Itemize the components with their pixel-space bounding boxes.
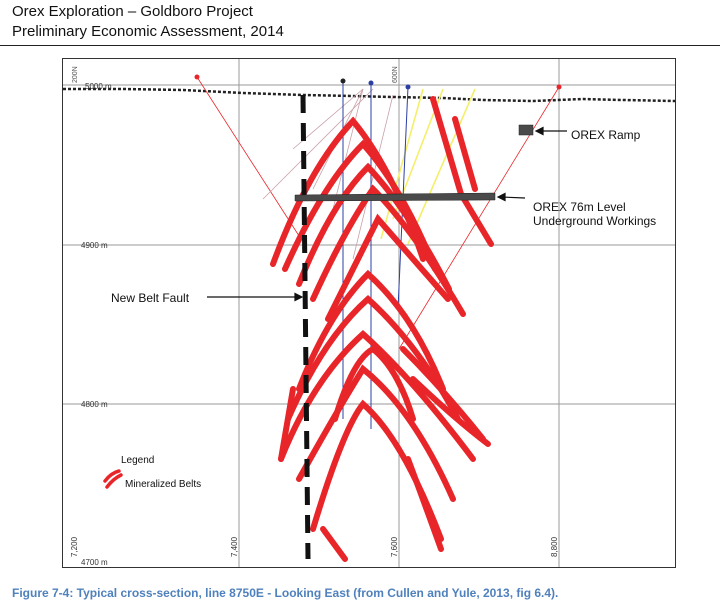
orex-level-label-line1: OREX 76m Level xyxy=(533,200,626,214)
collar-marker xyxy=(368,80,374,86)
cross-section-figure: 5000 m 4900 m 4800 m 4700 m 7,200 7,400 … xyxy=(62,58,676,568)
new-belt-fault xyxy=(300,94,311,560)
orex-ramp xyxy=(518,124,534,136)
top-northing-label-1: 200N xyxy=(72,66,79,83)
elevation-label-4800: 4800 m xyxy=(81,400,108,409)
elevation-label-4900: 4900 m xyxy=(81,241,108,250)
legend-title: Legend xyxy=(121,455,154,466)
header-rule xyxy=(0,45,720,46)
northing-label-8800: 8,800 xyxy=(550,536,559,557)
yellow-drill-traces xyxy=(380,88,476,245)
orex-ramp-label: OREX Ramp xyxy=(571,128,641,142)
orex-level-label-line2: Underground Workings xyxy=(533,214,656,228)
document-header: Orex Exploration – Goldboro Project Prel… xyxy=(12,2,284,42)
elevation-label-5000: 5000 m xyxy=(85,82,112,91)
legend-belt-swatch xyxy=(103,469,123,489)
header-subtitle: Preliminary Economic Assessment, 2014 xyxy=(12,23,284,40)
legend: Legend Mineralized Belts xyxy=(103,455,201,490)
cross-section-diagram: 5000 m 4900 m 4800 m 4700 m 7,200 7,400 … xyxy=(63,59,676,567)
collar-marker xyxy=(340,78,346,84)
elevation-label-4700: 4700 m xyxy=(81,558,108,567)
top-northing-label-2: 600N xyxy=(392,66,399,83)
legend-item-mineralized-belts: Mineralized Belts xyxy=(125,479,201,490)
northing-label-7400: 7,400 xyxy=(230,536,239,557)
collar-marker xyxy=(194,74,200,80)
orex-76m-workings xyxy=(294,192,496,202)
new-belt-fault-label: New Belt Fault xyxy=(111,291,190,305)
collar-marker xyxy=(556,84,562,90)
mineralized-belts xyxy=(270,96,494,562)
annotation-arrows xyxy=(207,126,567,302)
collar-marker xyxy=(405,84,411,90)
figure-caption: Figure 7-4: Typical cross-section, line … xyxy=(12,586,559,600)
ground-surface xyxy=(63,87,676,103)
northing-label-7600: 7,600 xyxy=(390,536,399,557)
northing-label-7200: 7,200 xyxy=(70,536,79,557)
header-title: Orex Exploration – Goldboro Project xyxy=(12,3,253,20)
